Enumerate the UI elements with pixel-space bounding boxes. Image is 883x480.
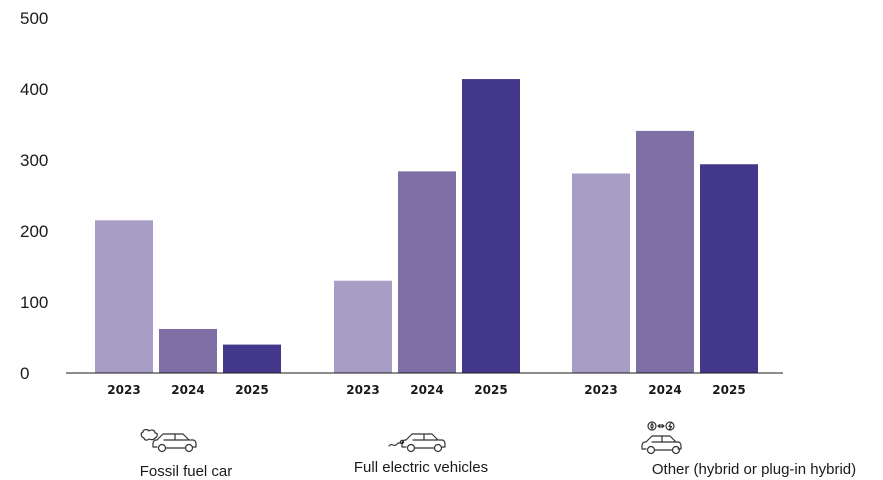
- group-labels: Fossil fuel car Full electric vehicles Oth…: [140, 459, 856, 480]
- y-tick-label: 0: [20, 364, 29, 383]
- y-tick-label: 300: [20, 151, 48, 170]
- x-tick-label: 2024: [171, 383, 204, 397]
- bar-3-2024: [636, 130, 694, 373]
- electric-car-icon: [388, 433, 446, 453]
- hybrid-car-icon: [641, 421, 682, 455]
- x-tick-label: 2023: [346, 383, 379, 397]
- x-tick-label: 2023: [584, 383, 617, 397]
- bar-1-2024: [159, 328, 217, 373]
- bar-3-2023: [572, 173, 630, 373]
- x-tick-label: 2023: [107, 383, 140, 397]
- bar-2-2023: [334, 280, 392, 373]
- bar-3-2025: [700, 164, 758, 373]
- bars: [95, 79, 758, 373]
- x-tick-label: 2024: [410, 383, 443, 397]
- bar-2-2024: [398, 171, 456, 373]
- y-axis: 0 100 200 300 400 500: [20, 9, 48, 383]
- bar-2-2025: [462, 79, 520, 373]
- x-tick-label: 2024: [648, 383, 681, 397]
- y-tick-label: 500: [20, 9, 48, 28]
- x-tick-label: 2025: [712, 383, 745, 397]
- y-tick-label: 200: [20, 222, 48, 241]
- y-tick-label: 100: [20, 293, 48, 312]
- fossil-fuel-car-icon: [140, 429, 197, 453]
- x-tick-label: 2025: [474, 383, 507, 397]
- group-label-1: Fossil fuel car: [140, 463, 233, 480]
- bar-1-2025: [223, 344, 281, 373]
- group-label-2: Full electric vehicles: [354, 459, 488, 476]
- x-tick-label: 2025: [235, 383, 268, 397]
- y-tick-label: 400: [20, 80, 48, 99]
- x-axis-tick-labels: 2023 2024 2025 2023 2024 2025 2023 2024 2025: [107, 383, 745, 397]
- bar-1-2023: [95, 220, 153, 373]
- group-label-3: Other (hybrid or plug-in hybrid): [652, 461, 856, 478]
